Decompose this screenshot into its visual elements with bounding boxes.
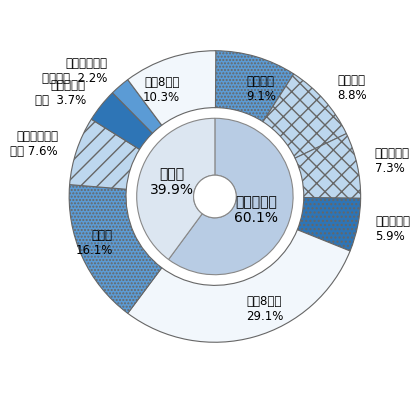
Text: 業務用機械
5.9%: 業務用機械 5.9%	[375, 215, 410, 242]
Text: 電気機械
9.1%: 電気機械 9.1%	[247, 75, 276, 103]
Text: 窢業・土石
製品  3.7%: 窢業・土石 製品 3.7%	[34, 79, 86, 107]
Text: 軽工業
39.9%: 軽工業 39.9%	[150, 167, 194, 197]
Wedge shape	[91, 93, 152, 149]
Text: 重化学工業
60.1%: 重化学工業 60.1%	[234, 195, 278, 225]
Wedge shape	[263, 74, 346, 158]
Wedge shape	[69, 185, 162, 313]
Circle shape	[194, 175, 236, 218]
Text: 他の8楫種
29.1%: 他の8楫種 29.1%	[247, 296, 284, 323]
Wedge shape	[136, 118, 215, 259]
Text: 生産用機械
7.3%: 生産用機械 7.3%	[375, 147, 410, 175]
Text: プラスチック
製品 7.6%: プラスチック 製品 7.6%	[10, 130, 58, 158]
Wedge shape	[70, 119, 139, 189]
Text: 食料品
16.1%: 食料品 16.1%	[76, 229, 113, 257]
Wedge shape	[215, 51, 294, 122]
Wedge shape	[297, 198, 361, 251]
Wedge shape	[168, 118, 293, 275]
Wedge shape	[295, 134, 361, 198]
Text: パルプ・紙・
紙加工品  2.2%: パルプ・紙・ 紙加工品 2.2%	[42, 57, 107, 85]
Wedge shape	[128, 230, 350, 342]
Text: 他の8楫種
10.3%: 他の8楫種 10.3%	[143, 76, 180, 104]
Text: 金属製品
8.8%: 金属製品 8.8%	[338, 74, 367, 102]
Wedge shape	[113, 80, 162, 133]
Wedge shape	[128, 51, 216, 125]
